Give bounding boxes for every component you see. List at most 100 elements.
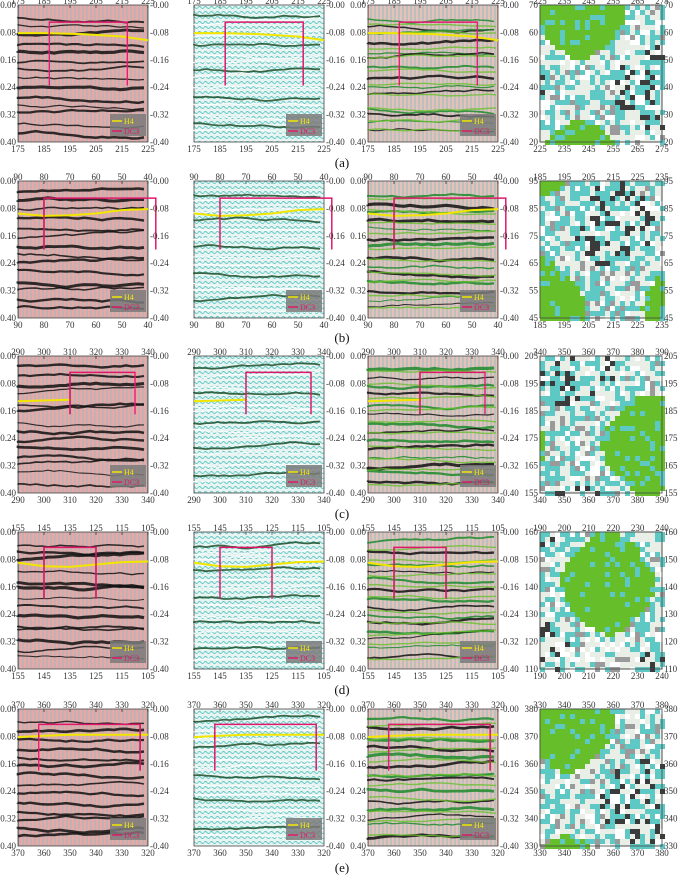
map-cell bbox=[565, 286, 570, 291]
map-cell bbox=[605, 361, 610, 366]
x-tick-label-top: 340 bbox=[491, 347, 505, 357]
map-cell bbox=[600, 95, 605, 100]
map-cell bbox=[650, 476, 655, 481]
map-cell bbox=[585, 587, 590, 592]
legend-label-h4: H4 bbox=[300, 644, 310, 653]
map-cell bbox=[545, 567, 550, 572]
time-tick-label-left: 0.24 bbox=[350, 82, 366, 92]
x-tick-label-bottom: 90 bbox=[190, 320, 200, 330]
map-cell bbox=[595, 221, 600, 226]
map-cell bbox=[620, 30, 625, 35]
map-cell bbox=[645, 587, 650, 592]
x-tick-label-bottom: 60 bbox=[268, 320, 278, 330]
map-cell bbox=[580, 186, 585, 191]
time-tick-label-left: 0.32 bbox=[0, 814, 16, 824]
map-cell bbox=[640, 627, 645, 632]
map-cell bbox=[660, 602, 665, 607]
map-cell bbox=[550, 140, 555, 145]
map-cell bbox=[610, 256, 615, 261]
x-tick-label-top: 360 bbox=[213, 700, 227, 710]
dc3-box bbox=[43, 197, 157, 250]
map-cell bbox=[590, 582, 595, 587]
map-cell bbox=[650, 226, 655, 231]
map-cell bbox=[600, 130, 605, 135]
map-cell bbox=[580, 55, 585, 60]
map-cell bbox=[595, 719, 600, 724]
map-cell bbox=[580, 10, 585, 15]
map-cell bbox=[565, 70, 570, 75]
map-cell bbox=[550, 844, 555, 849]
map-cell bbox=[560, 45, 565, 50]
map-cell bbox=[655, 632, 660, 637]
time-tick-label-right: -0.00 bbox=[500, 351, 519, 361]
map-cell bbox=[565, 206, 570, 211]
map-cell bbox=[570, 729, 575, 734]
map-cell bbox=[610, 85, 615, 90]
map-cell bbox=[585, 186, 590, 191]
map-cell bbox=[655, 476, 660, 481]
map-cell bbox=[595, 186, 600, 191]
x-tick-label-top: 320 bbox=[439, 347, 453, 357]
map-cell bbox=[655, 537, 660, 542]
reflector-band bbox=[193, 594, 321, 601]
map-cell bbox=[555, 537, 560, 542]
map-cell bbox=[600, 105, 605, 110]
map-cell bbox=[635, 85, 640, 90]
map-cell bbox=[555, 211, 560, 216]
map-cell bbox=[620, 784, 625, 789]
map-cell bbox=[590, 532, 595, 537]
x-tick-label-bottom: 350 bbox=[413, 848, 427, 858]
map-cell bbox=[640, 181, 645, 186]
map-cell bbox=[625, 627, 630, 632]
map-cell bbox=[600, 562, 605, 567]
map-cell bbox=[560, 30, 565, 35]
map-cell bbox=[560, 181, 565, 186]
map-y-tick-label-right: 370 bbox=[664, 731, 678, 741]
map-cell bbox=[580, 607, 585, 612]
map-cell bbox=[540, 286, 545, 291]
time-tick-label-right: -0.32 bbox=[326, 637, 345, 647]
map-y-tick-label-right: 120 bbox=[664, 637, 678, 647]
map-cell bbox=[540, 637, 545, 642]
map-cell bbox=[545, 779, 550, 784]
map-cell bbox=[540, 421, 545, 426]
map-cell bbox=[570, 597, 575, 602]
map-cell bbox=[600, 191, 605, 196]
map-cell bbox=[565, 567, 570, 572]
map-cell bbox=[595, 724, 600, 729]
map-cell bbox=[545, 276, 550, 281]
reflector-band bbox=[367, 810, 497, 814]
map-cell bbox=[590, 401, 595, 406]
map-cell bbox=[595, 476, 600, 481]
map-cell bbox=[615, 466, 620, 471]
map-cell bbox=[660, 411, 665, 416]
map-x-tick-label-top: 185 bbox=[533, 172, 547, 182]
map-cell bbox=[650, 764, 655, 769]
time-tick-label-right: -0.32 bbox=[500, 110, 519, 120]
map-cell bbox=[660, 85, 665, 90]
map-cell bbox=[580, 577, 585, 582]
map-cell bbox=[625, 657, 630, 662]
map-cell bbox=[640, 709, 645, 714]
map-cell bbox=[555, 386, 560, 391]
time-tick-label-right: -0.40 bbox=[326, 841, 345, 851]
map-cell bbox=[575, 286, 580, 291]
time-tick-label-right: -0.00 bbox=[150, 704, 169, 714]
map-cell bbox=[605, 582, 610, 587]
map-cell bbox=[550, 814, 555, 819]
map-cell bbox=[595, 567, 600, 572]
map-cell bbox=[580, 50, 585, 55]
map-cell bbox=[565, 135, 570, 140]
map-cell bbox=[595, 90, 600, 95]
x-tick-label-top: 105 bbox=[317, 523, 331, 533]
map-cell bbox=[625, 471, 630, 476]
horizon-h4 bbox=[193, 208, 325, 217]
map-cell bbox=[555, 764, 560, 769]
time-tick-label-right: -0.32 bbox=[150, 110, 169, 120]
map-cell bbox=[575, 95, 580, 100]
map-cell bbox=[550, 246, 555, 251]
map-cell bbox=[590, 562, 595, 567]
map-cell bbox=[610, 80, 615, 85]
map-cell bbox=[590, 749, 595, 754]
